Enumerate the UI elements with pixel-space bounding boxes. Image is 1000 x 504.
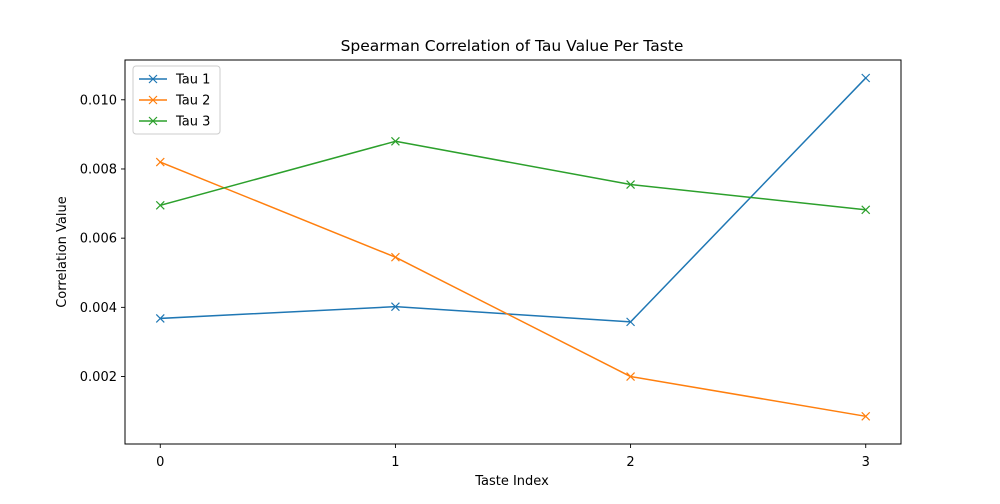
y-axis: 0.002 0.004 0.006 0.008 0.010	[80, 93, 125, 385]
legend-label-2: Tau 2	[175, 94, 210, 109]
x-tick-label: 2	[626, 455, 634, 470]
legend-label-3: Tau 3	[175, 115, 210, 130]
y-tick-label: 0.006	[80, 232, 117, 247]
legend-swatch-marker	[148, 95, 158, 105]
x-tick-label: 3	[862, 455, 870, 470]
data-point-marker	[390, 302, 400, 312]
x-axis: 0 1 2 3	[156, 444, 870, 470]
x-tick-label: 1	[391, 455, 399, 470]
data-point-marker	[155, 157, 165, 167]
y-axis-label: Correlation Value	[55, 196, 70, 308]
y-tick-label: 0.010	[80, 93, 117, 108]
data-point-marker	[626, 180, 636, 189]
data-point-marker	[390, 252, 400, 262]
data-point-marker	[390, 136, 400, 146]
y-tick-label: 0.004	[80, 301, 117, 316]
series-line-2	[159, 161, 867, 418]
legend-box	[132, 65, 221, 135]
chart-title: Spearman Correlation of Tau Value Per Ta…	[341, 37, 684, 55]
legend-label-1: Tau 1	[175, 73, 210, 88]
data-point-marker	[155, 200, 165, 210]
data-point-marker	[626, 317, 636, 327]
plot-frame	[124, 59, 902, 445]
plot-area	[155, 73, 871, 421]
legend-swatch-marker	[148, 74, 158, 84]
series-line-3	[159, 140, 867, 211]
data-point-marker	[861, 205, 871, 215]
x-axis-label: Taste Index	[474, 474, 549, 489]
y-tick-label: 0.002	[80, 370, 117, 385]
legend-swatch-marker	[148, 116, 158, 126]
series-line-1	[159, 76, 867, 323]
data-point-marker	[626, 372, 636, 381]
x-tick-label: 0	[156, 455, 164, 470]
data-point-marker	[861, 411, 871, 421]
legend: Tau 1 Tau 2 Tau 3	[132, 65, 221, 135]
data-point-marker	[155, 313, 165, 323]
y-tick-label: 0.008	[80, 162, 117, 177]
data-point-marker	[861, 73, 871, 83]
